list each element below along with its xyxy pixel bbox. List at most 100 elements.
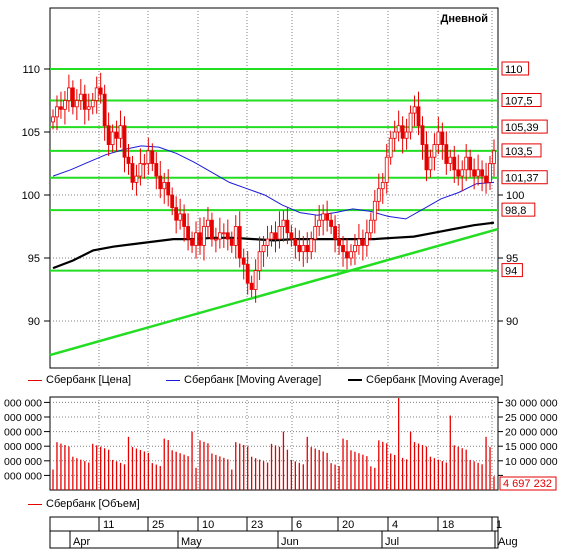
candle[interactable] (452, 145, 457, 184)
candle[interactable] (134, 164, 139, 196)
candle[interactable] (337, 223, 341, 255)
candle[interactable] (301, 235, 306, 267)
candle[interactable] (372, 189, 377, 234)
candle[interactable] (360, 229, 365, 261)
candle[interactable] (86, 93, 91, 121)
candle[interactable] (233, 215, 238, 259)
candle[interactable] (55, 95, 59, 131)
candle[interactable] (237, 211, 242, 268)
candle[interactable] (480, 160, 484, 192)
legend-item-price[interactable]: Сбербанк [Цена] (28, 374, 131, 386)
candle[interactable] (448, 149, 453, 172)
candle[interactable] (456, 154, 461, 186)
candle[interactable] (289, 225, 294, 247)
candle[interactable] (162, 172, 167, 204)
trendline-line[interactable] (49, 227, 499, 357)
candle[interactable] (368, 212, 373, 241)
candle[interactable] (221, 223, 226, 248)
level-label-box[interactable]: 110 (501, 61, 530, 76)
level-label-box[interactable]: 98,8 (501, 202, 536, 217)
candle[interactable] (106, 112, 111, 156)
candle[interactable] (178, 198, 183, 230)
level-label-box[interactable]: 103,5 (501, 143, 542, 158)
candle[interactable] (190, 231, 194, 253)
candle[interactable] (82, 84, 87, 125)
candle[interactable] (396, 110, 401, 142)
candle[interactable] (269, 225, 274, 247)
candle[interactable] (341, 235, 345, 267)
legend-item-ma-fast[interactable]: Сбербанк [Moving Average] (166, 374, 321, 386)
candle[interactable] (94, 76, 99, 114)
level-label-box[interactable]: 101,37 (501, 170, 548, 185)
candle[interactable] (70, 80, 75, 115)
candle[interactable] (349, 244, 353, 266)
ma-slow-line[interactable] (52, 221, 495, 270)
candle[interactable] (464, 143, 469, 182)
candle[interactable] (158, 160, 163, 199)
candle[interactable] (253, 259, 258, 303)
candle[interactable] (166, 169, 171, 207)
candle[interactable] (146, 137, 151, 175)
candle[interactable] (376, 173, 381, 211)
candle[interactable] (364, 219, 369, 257)
candle[interactable] (257, 236, 262, 281)
candle[interactable] (213, 227, 218, 253)
candle[interactable] (249, 275, 254, 298)
candle[interactable] (345, 238, 349, 270)
candle[interactable] (460, 160, 465, 192)
candle[interactable] (432, 133, 437, 171)
candle[interactable] (126, 143, 131, 175)
candle[interactable] (444, 131, 449, 175)
candle[interactable] (198, 217, 202, 255)
candle[interactable] (210, 212, 214, 247)
candle[interactable] (420, 116, 425, 160)
candle[interactable] (297, 230, 302, 262)
price-chart[interactable]: 110 105 100 95 90 100 95 90 110 107,5 105,39 103,… (0, 0, 562, 370)
candle[interactable] (241, 248, 246, 280)
candle[interactable] (325, 200, 330, 232)
candle[interactable] (63, 91, 67, 125)
candle[interactable] (476, 154, 481, 186)
candle[interactable] (321, 204, 326, 236)
candle[interactable] (468, 149, 473, 178)
legend-item-ma-slow[interactable]: Сбербанк [Moving Average] (348, 374, 503, 386)
candle[interactable] (118, 110, 123, 148)
candle[interactable] (309, 231, 314, 260)
candle[interactable] (404, 118, 409, 150)
candle[interactable] (408, 105, 413, 140)
candle[interactable] (98, 72, 103, 104)
candle[interactable] (440, 122, 445, 160)
volume-chart[interactable]: 000 000 000 000 000 000 000 000 000 000 000 0… (0, 392, 562, 492)
candle[interactable] (174, 196, 179, 234)
level-label-box[interactable]: 105,39 (501, 119, 548, 134)
candle[interactable] (333, 215, 337, 253)
candle[interactable] (416, 91, 421, 136)
candle[interactable] (74, 89, 79, 121)
candle[interactable] (436, 116, 441, 155)
candle[interactable] (317, 205, 322, 236)
candle[interactable] (293, 227, 298, 259)
candle[interactable] (484, 162, 488, 194)
time-axis[interactable]: 11 25 10 23 6 20 4 18 1 Apr May Jun Jul Aug (0, 514, 562, 549)
candle[interactable] (110, 124, 115, 153)
candle[interactable] (206, 206, 210, 238)
candle[interactable] (66, 74, 71, 112)
candle[interactable] (380, 172, 385, 204)
candle[interactable] (353, 234, 357, 265)
candle[interactable] (186, 213, 190, 251)
candle[interactable] (154, 152, 159, 190)
candle[interactable] (388, 130, 393, 165)
candle[interactable] (59, 91, 63, 119)
candle[interactable] (400, 116, 405, 154)
candle[interactable] (245, 251, 250, 295)
candle[interactable] (261, 235, 266, 267)
candle[interactable] (90, 92, 95, 115)
candle[interactable] (225, 219, 230, 251)
candle[interactable] (329, 212, 334, 235)
candle[interactable] (51, 109, 55, 130)
candle[interactable] (412, 95, 417, 127)
candle[interactable] (122, 116, 127, 173)
candle[interactable] (357, 223, 361, 255)
candle[interactable] (102, 84, 107, 141)
ma-fast-line[interactable] (52, 145, 495, 220)
